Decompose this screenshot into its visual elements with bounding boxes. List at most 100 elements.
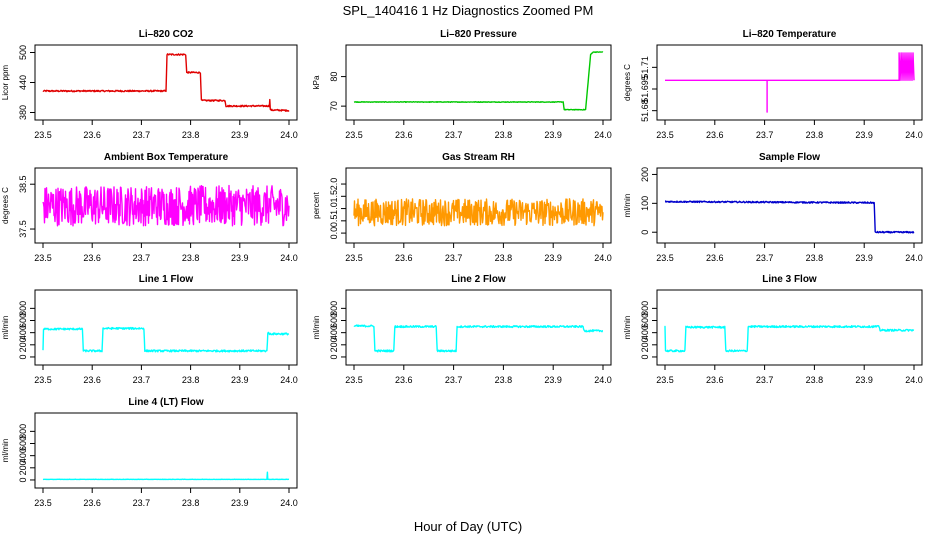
x-tick-label: 23.5 [34,375,52,385]
x-tick-label: 23.6 [83,498,101,508]
y-axis-label: percent [312,191,321,218]
y-tick-label: 800 [640,301,650,316]
y-tick-label: 200 [640,337,650,352]
panel-2: Li–820 Pressure kPa 23.5 23.6 23.7 23.8 23.9 24… [312,29,612,140]
x-tick-label: 24.0 [280,375,298,385]
y-tick-label: 51.68 [640,99,650,122]
y-tick-label: 400 [640,325,650,340]
plot-frame [345,167,612,244]
x-tick-label: 23.8 [182,498,200,508]
y-tick-label: 400 [18,325,28,340]
x-tick-label: 23.8 [806,253,824,263]
x-tick-label: 23.8 [806,130,824,140]
x-tick-label: 23.9 [855,253,873,263]
x-tick-label: 23.6 [706,375,724,385]
x-tick-label: 23.5 [34,498,52,508]
y-tick-label: 400 [18,448,28,463]
x-tick-label: 23.9 [855,375,873,385]
x-tick-label: 23.6 [83,130,101,140]
series-line [664,325,915,353]
panel-title: Li–820 Temperature [743,29,837,40]
x-tick-label: 23.5 [345,375,363,385]
x-tick-label: 23.5 [345,253,363,263]
x-tick-label: 23.9 [544,375,562,385]
panel-3: Li–820 Temperature degrees C 23.5 23.6 23.7 2… [623,29,923,140]
panel-8: Line 2 Flow ml/min 23.5 23.6 23.7 23.8 23.9 24.… [312,274,612,385]
panel-title: Li–820 CO2 [139,29,194,40]
x-tick-label: 23.7 [445,130,463,140]
y-tick-label: 380 [18,105,28,120]
x-tick-label: 23.8 [806,375,824,385]
x-tick-label: 23.6 [706,130,724,140]
x-tick-label: 23.7 [133,130,151,140]
y-tick-label: 1.5 [329,190,339,203]
panel-4: Ambient Box Temperature degrees C 23.5 23.6… [1,152,298,263]
panels: Li–820 CO2 Licor ppm 23.5 23.6 23.7 23.8 23.9 2… [1,29,923,508]
panel-title: Gas Stream RH [442,152,515,163]
x-tick-label: 23.7 [133,253,151,263]
y-tick-label: 0 [640,354,650,359]
plot-frame [34,289,298,366]
series-line [42,184,290,227]
x-tick-label: 23.9 [544,130,562,140]
y-tick-label: 80 [329,72,339,82]
y-axis-label: ml/min [1,439,10,463]
y-tick-label: 500 [18,45,28,60]
series-line [664,52,915,113]
x-tick-label: 23.7 [133,498,151,508]
y-axis-label: kPa [312,75,321,89]
plot-frame [656,167,923,244]
y-tick-label: 70 [329,101,339,111]
x-tick-label: 23.7 [445,253,463,263]
x-tick-label: 23.8 [182,130,200,140]
x-tick-label: 24.0 [594,130,612,140]
y-tick-label: 600 [329,313,339,328]
y-tick-label: 200 [18,460,28,475]
y-axis-label: ml/min [623,194,632,218]
series-line [353,324,604,353]
x-tick-label: 23.9 [231,130,249,140]
y-tick-label: 38.5 [18,175,28,193]
x-tick-label: 23.9 [544,253,562,263]
y-tick-label: 600 [18,313,28,328]
y-axis-label: degrees C [623,64,632,101]
x-tick-label: 23.6 [395,375,413,385]
panel-title: Line 1 Flow [139,274,194,285]
plot-frame [656,289,923,366]
x-tick-label: 23.9 [231,498,249,508]
y-tick-label: 100 [640,196,650,211]
panel-6: Sample Flow ml/min 23.5 23.6 23.7 23.8 23.9 24.… [623,152,923,263]
y-tick-label: 0 [18,477,28,482]
x-tick-label: 24.0 [905,375,923,385]
panel-title: Sample Flow [759,152,820,163]
y-tick-label: 0 [329,354,339,359]
y-tick-label: 0.5 [329,215,339,228]
x-tick-label: 23.7 [445,375,463,385]
plot-frame [345,289,612,366]
plot-frame [656,44,923,121]
x-tick-label: 23.8 [495,253,513,263]
y-axis-label: ml/min [1,316,10,340]
y-tick-label: 440 [18,75,28,90]
plot-frame [34,167,298,244]
x-axis-label: Hour of Day (UTC) [414,519,522,534]
x-tick-label: 23.5 [345,130,363,140]
x-tick-label: 24.0 [280,253,298,263]
panel-1: Li–820 CO2 Licor ppm 23.5 23.6 23.7 23.8 23.9 2… [1,29,298,140]
panel-title: Li–820 Pressure [440,29,517,40]
x-tick-label: 24.0 [280,130,298,140]
panel-title: Line 3 Flow [762,274,817,285]
x-tick-label: 24.0 [594,253,612,263]
x-tick-label: 23.7 [133,375,151,385]
x-tick-label: 23.8 [495,375,513,385]
x-tick-label: 24.0 [594,375,612,385]
x-tick-label: 23.7 [756,130,774,140]
series-line [42,471,290,481]
x-tick-label: 23.6 [706,253,724,263]
panel-title: Line 4 (LT) Flow [128,397,204,408]
series-line [353,198,604,227]
y-axis-label: ml/min [312,316,321,340]
series-line [664,200,915,234]
x-tick-label: 23.8 [182,375,200,385]
panel-title: Ambient Box Temperature [104,152,229,163]
